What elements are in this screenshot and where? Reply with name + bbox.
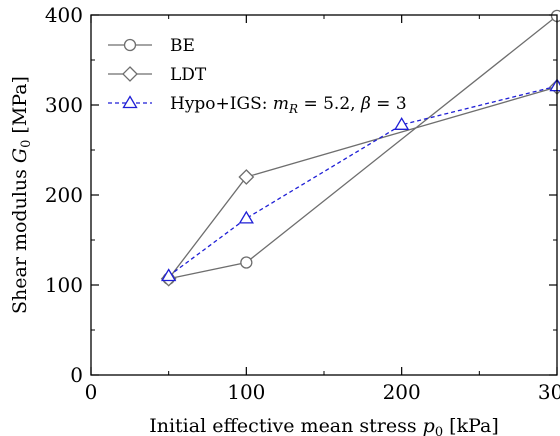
series-line-0 — [168, 15, 558, 280]
data-point-circle — [550, 9, 560, 23]
x-tick-label: 200 — [383, 380, 421, 404]
legend: BE LDT Hypo+IGS: mR = 5.2, β = 3 — [108, 36, 407, 116]
y-tick-label: 100 — [45, 273, 83, 297]
legend-label-hypo: Hypo+IGS: mR = 5.2, β = 3 — [170, 94, 407, 116]
x-axis-title: Initial effective mean stress p0 [kPa] — [149, 415, 499, 436]
data-point-diamond — [238, 169, 255, 185]
plot-frame — [90, 14, 558, 376]
legend-label-be: BE — [170, 36, 195, 56]
legend-label-ldt: LDT — [170, 65, 207, 85]
data-point-triangle — [161, 268, 177, 282]
legend-marker-be — [123, 38, 137, 52]
data-point-circle — [240, 256, 253, 269]
x-tick-label: 300 — [538, 380, 560, 404]
series-line-2 — [168, 85, 558, 277]
y-axis-title: Shear modulus G0 [MPa] — [9, 76, 34, 314]
series-line-1 — [168, 86, 558, 280]
y-tick-label: 0 — [70, 363, 83, 387]
data-point-triangle — [238, 210, 254, 224]
x-tick-label: 0 — [85, 380, 98, 404]
data-point-triangle — [394, 117, 410, 130]
x-tick-label: 100 — [227, 380, 265, 404]
legend-marker-ldt — [122, 66, 138, 82]
y-tick-label: 200 — [45, 183, 83, 207]
y-tick-label: 300 — [45, 93, 83, 117]
legend-marker-hypo — [122, 95, 138, 109]
y-tick-label: 400 — [45, 3, 83, 27]
